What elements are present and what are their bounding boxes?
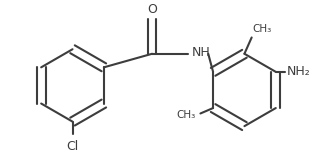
Text: Cl: Cl (67, 140, 79, 153)
Text: NH: NH (192, 46, 211, 59)
Text: CH₃: CH₃ (177, 110, 196, 120)
Text: O: O (147, 3, 157, 16)
Text: NH₂: NH₂ (287, 65, 310, 78)
Text: CH₃: CH₃ (253, 24, 272, 34)
